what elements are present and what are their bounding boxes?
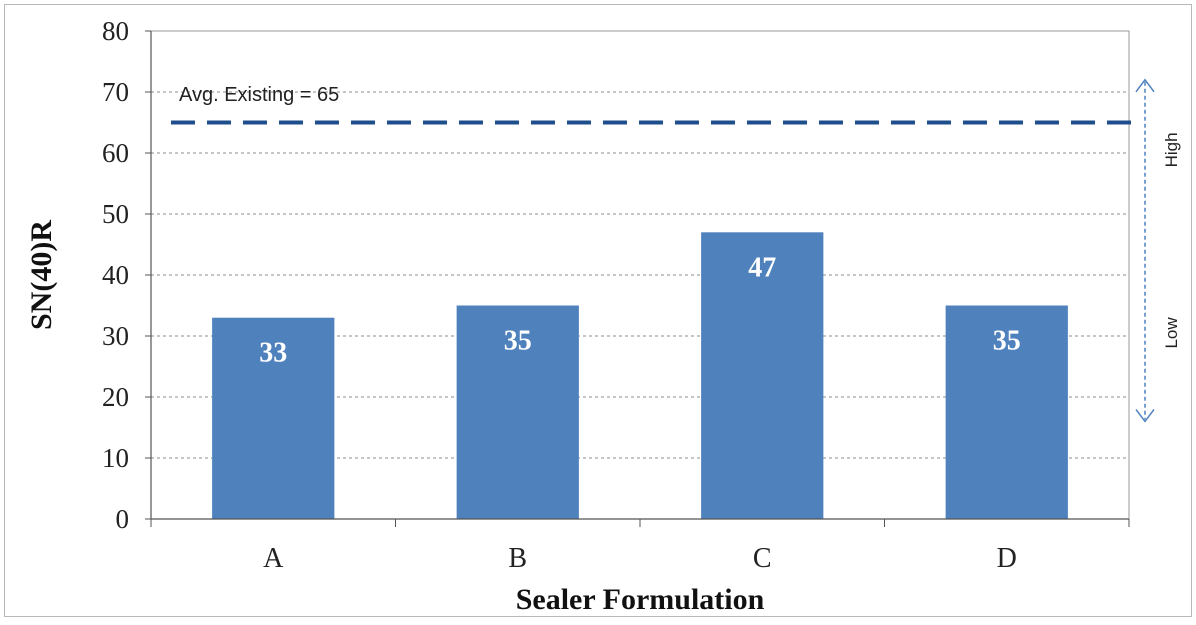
side-scale: High Low [1135,78,1181,423]
y-tick-label: 10 [102,443,129,473]
side-scale-low-label: Low [1162,317,1181,349]
y-tick-label: 0 [116,504,130,534]
bar-data-label: 35 [993,326,1021,357]
bar-c [701,232,824,520]
bar-b [456,305,579,519]
axes: 0 10 20 30 40 50 60 70 80 A B C D [102,16,1130,574]
bar-data-label: 35 [504,326,532,357]
bars [212,232,1068,520]
x-axis-title: Sealer Formulation [516,583,765,616]
y-tick-label: 40 [102,260,129,290]
y-tick-label: 60 [102,138,129,168]
bar-a [212,317,335,519]
side-scale-arrow-down-head [1135,408,1155,423]
x-tick-label: D [997,543,1017,574]
bar-chart: 33 35 47 35 Avg. Existing = 65 0 10 20 30 40 50 6… [25,16,1181,616]
y-tick-label: 50 [102,199,129,229]
bar-labels: 33 35 47 35 [259,252,1021,368]
side-scale-arrow-up-head [1135,78,1155,93]
y-tick-label: 30 [102,321,129,351]
reference-line-group: Avg. Existing = 65 [171,84,1133,125]
side-scale-high-label: High [1162,132,1181,167]
y-tick-label: 70 [102,77,129,107]
bar-data-label: 33 [259,338,287,369]
bar-d [945,305,1068,519]
bar-data-label: 47 [748,252,776,283]
x-tick-label: A [263,543,284,574]
x-tick-label: B [508,543,527,574]
chart-container: 33 35 47 35 Avg. Existing = 65 0 10 20 30 40 50 6… [4,4,1192,617]
x-tick-label: C [753,543,772,574]
y-axis-title: SN(40)R [25,220,58,330]
y-tick-label: 80 [102,16,129,46]
y-tick-label: 20 [102,382,129,412]
reference-line-label: Avg. Existing = 65 [179,84,339,106]
